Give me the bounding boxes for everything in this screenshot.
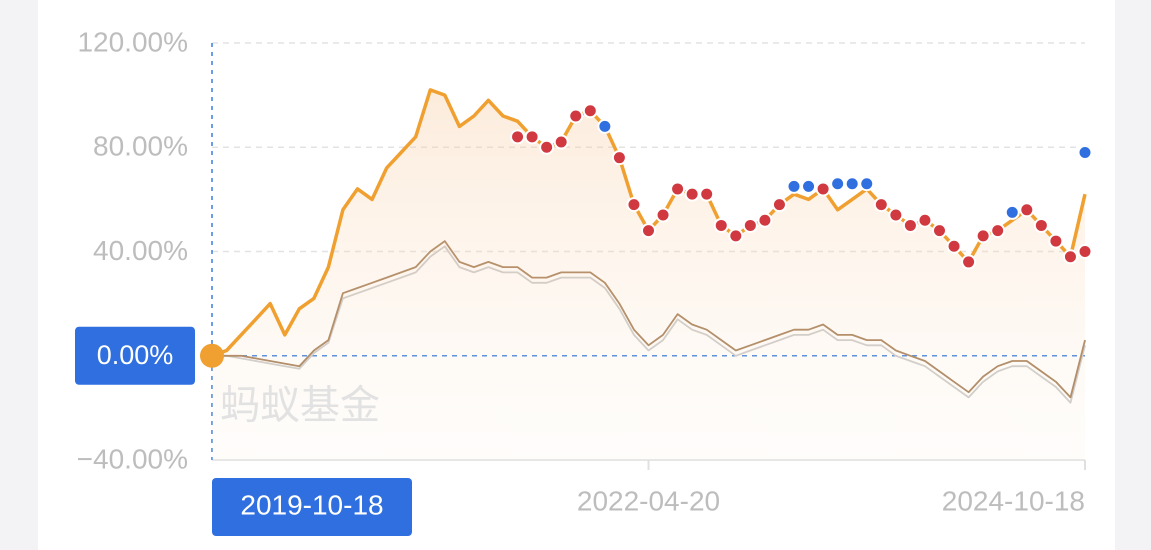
trade-dot [801,178,817,194]
x-tick-label: 2024-10-18 [942,485,1085,516]
trade-dot [830,176,846,192]
trade-dot [539,139,555,155]
date-label-box [212,478,412,536]
y-tick-label: 80.00% [93,131,188,162]
trade-dot [859,176,875,192]
trade-dot [961,254,977,270]
trade-dot [553,134,569,150]
trade-dot [917,212,933,228]
start-dot [200,343,224,368]
trade-dot [902,217,918,233]
trade-dot [946,238,962,254]
trade-dot [990,223,1006,239]
watermark: 蚂蚁基金 [220,384,380,428]
trade-dot [728,228,744,244]
trade-dot [786,178,802,194]
trade-dot [568,108,584,124]
trade-dot [1062,249,1078,265]
y-tick-label: 120.00% [77,26,188,57]
y-tick-label: −40.00% [77,443,188,474]
trade-dot [713,217,729,233]
trade-dot [670,181,686,197]
y-tick-label: 40.00% [93,235,188,266]
trade-dot [597,118,613,134]
x-tick-label: 2022-04-20 [577,485,720,516]
trade-dot [524,129,540,145]
trade-dot [611,150,627,166]
trade-dot [888,207,904,223]
trade-dot [742,217,758,233]
trade-dot [1077,144,1093,160]
zero-label-box [75,326,195,385]
trade-dot [655,207,671,223]
y-tick-label: 0.00% [97,340,174,370]
trade-dot [626,197,642,213]
trade-dot [510,129,526,145]
trade-dot [582,103,598,119]
trade-dot [771,197,787,213]
area [212,89,1085,461]
trade-dot [844,176,860,192]
trade-dot [1048,233,1064,249]
trade-dot [684,186,700,202]
trade-dot [757,212,773,228]
trade-dot [1033,217,1049,233]
trade-dot [641,223,656,239]
trade-dot [932,223,947,239]
trade-dot [873,197,889,213]
x-tick-label: 2019-10-18 [240,489,383,520]
trade-dot [1019,202,1035,218]
trade-dot [1004,204,1020,220]
trade-dot [815,181,831,197]
trade-dot [699,186,715,202]
trade-dot [975,228,991,244]
trade-dot [1077,244,1093,259]
